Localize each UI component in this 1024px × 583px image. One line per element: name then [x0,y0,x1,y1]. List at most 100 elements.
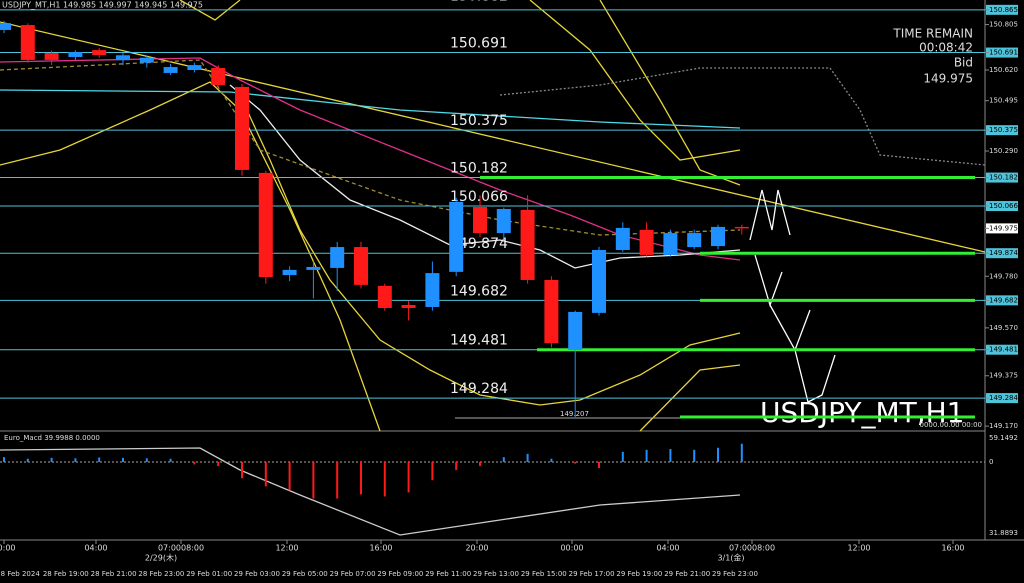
bar-time-label: 28 Feb 23:00 [138,570,184,578]
candle-body [20,25,35,60]
candle-body [187,65,202,70]
bar-time-label: 29 Feb 03:00 [234,570,280,578]
macd-bar [479,461,481,467]
tick-box [986,125,1018,136]
time-label: 16:00 [369,544,392,553]
y-tick-label: 149.375 [989,372,1018,380]
y-tick-label: 149.570 [989,324,1018,332]
tick-box [986,201,1018,212]
candle-body [116,55,130,61]
macd-bar [145,458,148,462]
macd-bar [26,458,29,462]
level-label: 150.182 [450,161,508,177]
macd-bar [217,461,220,467]
macd-bar [122,457,124,462]
symbol-info: USDJPY_MT,H1 149.985 149.997 149.945 149… [2,1,203,10]
macd-bar [669,449,672,462]
tick-box [986,295,1018,306]
macd-bar [241,461,243,479]
macd-axis-label: 59.1492 [989,434,1018,442]
tick-box [986,393,1018,404]
y-tick-label: 149.780 [989,272,1018,280]
bar-time-label: 29 Feb 05:00 [282,570,328,578]
candle-body [282,269,297,276]
candle-body [711,226,725,247]
macd-bar [598,461,600,469]
bar-time-label: 29 Feb 09:00 [377,570,423,578]
macd-bar [74,458,77,462]
y-tick-label: 150.495 [989,97,1018,105]
macd-title: Euro_Macd 39.9988 0.0000 [4,434,100,442]
bar-time-label: 28 Feb 19:00 [43,570,89,578]
level-label: 150.882 [450,0,508,5]
candle-body [163,67,178,73]
time-label: 16:00 [941,544,964,553]
candle-body [354,247,368,285]
candle-body [496,208,511,234]
bar-time-label: 29 Feb 07:00 [330,570,376,578]
macd-bar [3,457,5,462]
candle-body [68,52,83,57]
time-label: 20:00 [465,544,488,553]
y-tick-label: 150.182 [989,174,1018,182]
bar-time-label: 29 Feb 19:00 [616,570,662,578]
time-label: 07:0008:00 [729,544,775,553]
macd-bar [693,449,696,462]
macd-bar [502,457,505,462]
candle-body [92,50,107,56]
band-line [0,81,381,432]
macd-bar [717,447,719,462]
bar-time-label: 29 Feb 15:00 [521,570,567,578]
low-label: 149.207 [560,410,589,418]
candle-body [520,209,535,280]
y-tick-label: 150.375 [989,126,1018,134]
null-time: 0000.00.00 00:00 [920,421,982,429]
time-label: 04:00 [84,544,107,553]
candle-body [330,247,345,268]
tick-box [986,223,1018,234]
bar-time-label: 28 Feb 2024 [0,570,40,578]
candle-body [473,207,487,234]
forecast-arrows [749,189,836,403]
candle-body [615,227,630,251]
bar-time-label: 29 Feb 23:00 [712,570,758,578]
macd-bar [312,461,315,499]
bar-time-label: 29 Feb 17:00 [569,570,615,578]
macd-bar [336,461,339,499]
macd-bar [383,461,386,497]
signal-line [0,447,741,536]
macd-bar [740,443,743,462]
bar-time-label: 29 Feb 11:00 [425,570,471,578]
band-line [529,0,741,161]
date-label: 2/29(木) [145,553,177,563]
macd-axis-label: 0 [989,458,993,466]
band-line [239,94,741,406]
time-label: 07:0008:00 [158,544,204,553]
bid: 149.975 [923,72,973,86]
y-tick-label: 150.865 [989,6,1018,14]
bar-time-label: 29 Feb 21:00 [664,570,710,578]
macd-bar [169,458,172,462]
macd-bar [288,461,291,491]
macd-bar [574,461,577,464]
time-label: 12:00 [275,544,298,553]
band-line [639,364,741,432]
y-tick-label: 150.620 [989,66,1018,74]
y-tick-label: 150.691 [989,49,1018,57]
candle-body [663,233,678,255]
tick-box [986,172,1018,183]
macd-axis-label: 31.8893 [989,529,1018,537]
candle-body [425,273,440,307]
y-tick-label: 150.290 [989,147,1018,155]
macd-bar [621,451,624,462]
macd-bar [264,461,267,487]
candle-body [592,250,606,313]
y-tick-label: 149.170 [989,422,1018,430]
macd-bar [550,458,553,462]
candle-body [734,226,749,229]
macd-bar [526,453,529,462]
level-label: 150.375 [450,113,508,129]
level-label: 149.481 [450,333,508,349]
level-label: 149.284 [450,381,508,397]
